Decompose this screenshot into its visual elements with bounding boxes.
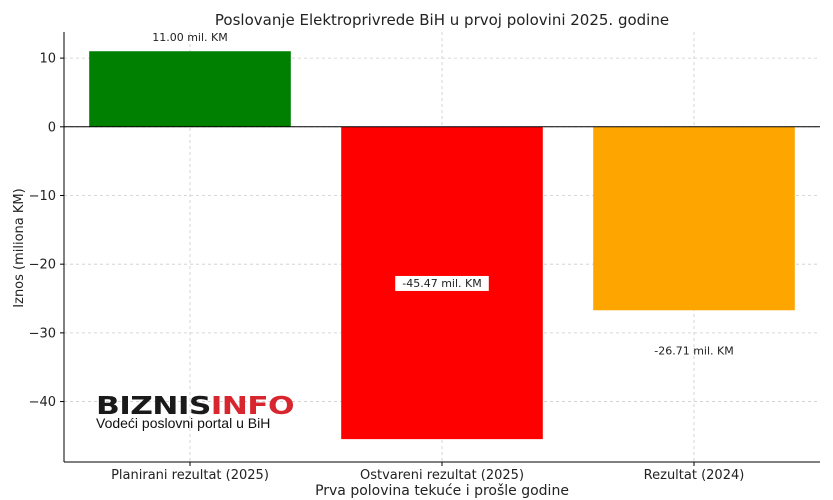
y-tick-label: −40: [29, 395, 56, 410]
y-tick-label: 0: [48, 120, 56, 135]
y-tick-label: 10: [39, 52, 56, 67]
x-tick-label: Rezultat (2024): [644, 468, 745, 483]
y-tick-label: −10: [29, 189, 56, 204]
y-tick-labels: 10 0 −10 −20 −30 −40: [29, 52, 56, 410]
value-labels: 11.00 mil. KM -45.47 mil. KM -26.71 mil. K…: [152, 31, 734, 357]
bar-1: [89, 51, 291, 127]
x-axis-label: Prva polovina tekuće i prošle godine: [315, 483, 569, 499]
watermark-tagline: Vodeći poslovni portal u BiH: [96, 415, 270, 431]
y-tick-label: −30: [29, 326, 56, 341]
bars: [89, 51, 795, 440]
bar-3: [593, 126, 795, 311]
value-label-3: -26.71 mil. KM: [654, 344, 733, 357]
x-tick-label: Planirani rezultat (2025): [111, 468, 269, 483]
biznisinfo-watermark: BIZNIS INFO Vodeći poslovni portal u BiH: [96, 391, 295, 431]
watermark-logo-biznis: BIZNIS: [96, 391, 211, 420]
value-label-1: 11.00 mil. KM: [152, 31, 228, 44]
value-label-2: -45.47 mil. KM: [402, 277, 481, 290]
watermark-logo: BIZNIS INFO: [96, 391, 294, 420]
x-tick-label: Ostvareni rezultat (2025): [360, 468, 524, 483]
value-label-bg: [395, 275, 489, 291]
y-tick-label: −20: [29, 258, 56, 273]
axes: [60, 32, 820, 466]
y-axis-label: Iznos (miliona KM): [12, 188, 27, 307]
watermark-logo-info: INFO: [211, 391, 294, 420]
chart-title: Poslovanje Elektroprivrede BiH u prvoj p…: [215, 11, 669, 29]
x-tick-labels: Planirani rezultat (2025) Ostvareni rezul…: [111, 468, 744, 483]
